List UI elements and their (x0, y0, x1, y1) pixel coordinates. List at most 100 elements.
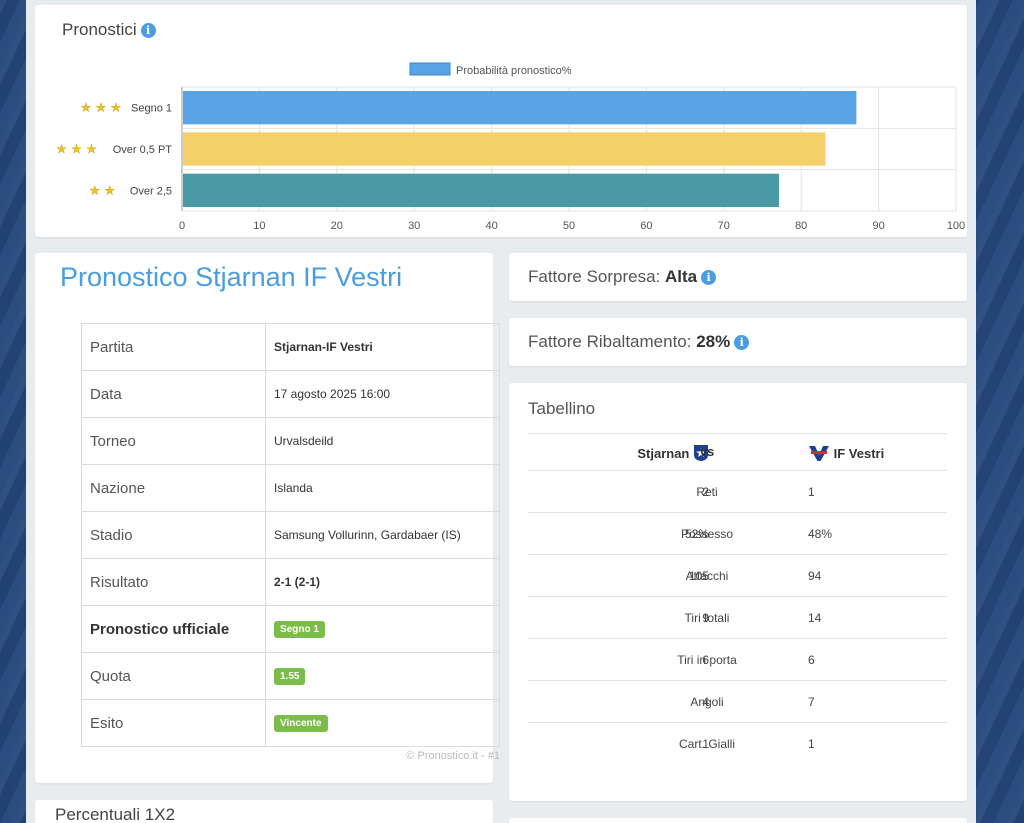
match-info-table: Partita Stjarnan-IF Vestri Data 17 agosto 2… (81, 323, 500, 747)
x-tick-label: 100 (947, 220, 965, 232)
x-tick-label: 40 (485, 220, 497, 232)
category-label: Over 2,5 (130, 185, 172, 197)
match-title: Pronostico Stjarnan IF Vestri (60, 262, 403, 292)
info-value: Vincente (265, 699, 500, 747)
info-value: 2-1 (2-1) (265, 558, 500, 606)
fattore-sorpresa: Fattore Sorpresa: Alta i (528, 267, 717, 287)
stat-away-value: 1 (808, 737, 815, 751)
x-tick-label: 0 (179, 220, 185, 232)
stat-away-value: 48% (808, 527, 833, 541)
info-value: Samsung Vollurinn, Gardabaer (IS) (265, 511, 500, 559)
away-team-name: IF Vestri (833, 446, 885, 461)
stat-home-value: 6 (702, 653, 709, 667)
stat-row: 9 Tiri totali 14 (528, 596, 947, 638)
stat-row: 52% Possesso 48% (528, 512, 947, 554)
info-key: Nazione (81, 464, 266, 512)
credit-text: © Pronostico.it - #1 (406, 750, 500, 762)
stat-away-value: 14 (808, 611, 822, 625)
info-value: 17 agosto 2025 16:00 (265, 370, 500, 418)
info-key: Stadio (81, 511, 266, 559)
x-tick-label: 60 (640, 220, 652, 232)
star-icon: ★ (104, 183, 115, 197)
fattore-ribaltamento: Fattore Ribaltamento: 28% i (528, 332, 750, 352)
legend-label: Probabilità pronostico% (456, 65, 572, 77)
stat-away-value: 7 (808, 695, 815, 709)
star-icon: ★ (56, 142, 67, 156)
stat-name: Attacchi (685, 569, 729, 583)
info-key: Esito (81, 699, 266, 747)
info-key: Quota (81, 652, 266, 700)
star-icon: ★ (71, 142, 82, 156)
x-tick-label: 20 (331, 220, 343, 232)
stat-name: Cart. Gialli (678, 737, 735, 751)
category-label: Over 0,5 PT (113, 144, 173, 156)
percentuali-card: Percentuali 1X2 (35, 800, 493, 823)
pronostici-title-text: Pronostici (62, 20, 137, 39)
info-icon[interactable]: i (734, 335, 750, 350)
pronostici-chart: Probabilità pronostico% 0 10 20 30 40 50 60 70 80… (56, 62, 965, 232)
tabellino-card: Tabellino Stjarnan vs IF Vestri 2 Reti 1 52… (509, 383, 967, 801)
stat-name: Tiri totali (684, 611, 730, 625)
info-row: Esito Vincente (81, 699, 500, 747)
stjarnan-crest-icon (694, 445, 708, 461)
pronostici-card: Pronostici i Probabilità pronostico% 0 10 20… (35, 5, 967, 237)
star-icon: ★ (89, 183, 100, 197)
stat-away-value: 1 (808, 485, 815, 499)
fattore-ribaltamento-label: Fattore Ribaltamento: (528, 332, 692, 351)
x-tick-label: 80 (795, 220, 807, 232)
info-row: Risultato 2-1 (2-1) (81, 558, 500, 606)
tabellino-title: Tabellino (528, 399, 596, 418)
fattore-ribaltamento-value: 28% (696, 332, 731, 351)
stat-home-value: 9 (702, 611, 709, 625)
stat-row: 6 Tiri in porta 6 (528, 638, 947, 680)
fattore-sorpresa-label: Fattore Sorpresa: (528, 267, 661, 286)
info-value: 1.55 (265, 652, 500, 700)
info-value: Segno 1 (265, 605, 500, 653)
stat-away-value: 94 (808, 569, 822, 583)
percentuali-title: Percentuali 1X2 (55, 805, 176, 823)
pronostici-title: Pronostici i (62, 20, 156, 40)
info-row: Partita Stjarnan-IF Vestri (81, 323, 500, 371)
home-team: Stjarnan (637, 444, 709, 462)
page-content: Pronostici i Probabilità pronostico% 0 10 20… (26, 0, 976, 823)
info-row: Data 17 agosto 2025 16:00 (81, 370, 500, 418)
info-row: Stadio Samsung Vollurinn, Gardabaer (IS) (81, 511, 500, 559)
bar (183, 173, 779, 207)
stat-home-value: 105 (688, 569, 709, 583)
stat-row: 1 Cart. Gialli 1 (528, 722, 947, 764)
info-icon[interactable]: i (140, 23, 156, 38)
stat-home-value: 52% (684, 527, 709, 541)
stat-name: Reti (696, 485, 718, 499)
x-tick-label: 50 (563, 220, 575, 232)
fattore-sorpresa-card: Fattore Sorpresa: Alta i (509, 253, 967, 301)
info-value: Stjarnan-IF Vestri (265, 323, 500, 371)
info-row: Nazione Islanda (81, 464, 500, 512)
stat-home-value: 4 (702, 695, 709, 709)
info-key: Partita (81, 323, 266, 371)
star-icon: ★ (111, 101, 122, 115)
info-value: Islanda (265, 464, 500, 512)
star-icon: ★ (86, 142, 97, 156)
vestri-crest-icon (809, 446, 829, 461)
info-row: Quota 1.55 (81, 652, 500, 700)
info-value: Urvalsdeild (265, 417, 500, 465)
stat-row: 4 Angoli 7 (528, 680, 947, 722)
info-key: Risultato (81, 558, 266, 606)
info-key: Torneo (81, 417, 266, 465)
info-key: Data (81, 370, 266, 418)
fattore-sorpresa-value: Alta (665, 267, 698, 286)
vs-label: vs (699, 444, 715, 459)
bar (183, 91, 857, 125)
home-team-name: Stjarnan (637, 446, 690, 461)
x-tick-label: 90 (872, 220, 884, 232)
info-row: Pronostico ufficiale Segno 1 (81, 605, 500, 653)
star-icon: ★ (96, 101, 107, 115)
stat-home-value: 1 (702, 737, 709, 751)
stat-away-value: 6 (808, 653, 815, 667)
info-icon[interactable]: i (701, 270, 717, 285)
x-tick-label: 10 (253, 220, 265, 232)
stat-row: 105 Attacchi 94 (528, 554, 947, 596)
stat-home-value: 2 (702, 485, 709, 499)
tabellino-header: Stjarnan vs IF Vestri (528, 433, 947, 471)
value-badge: Vincente (274, 714, 328, 732)
